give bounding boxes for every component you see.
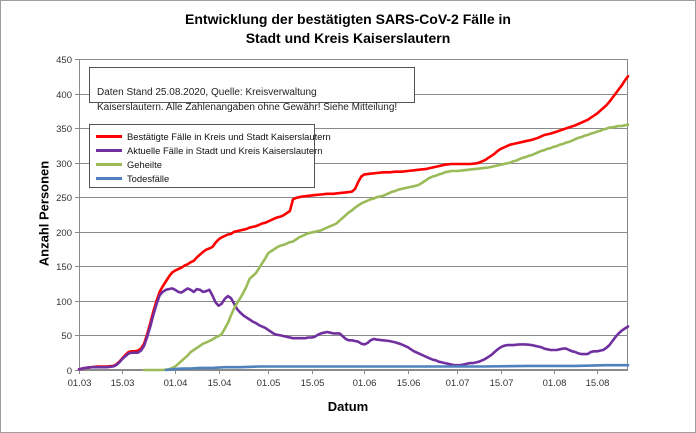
annotation-text: Daten Stand 25.08.2020, Quelle: Kreisver…	[97, 87, 398, 113]
y-tick-label: 250	[56, 193, 72, 204]
series-line	[77, 287, 630, 371]
y-tick-label: 300	[56, 159, 72, 170]
x-tick-label: 01.06	[353, 378, 377, 389]
legend-label: Geheilte	[127, 158, 162, 170]
legend-line-swatch	[96, 148, 122, 152]
y-tick-label: 100	[56, 297, 72, 308]
x-tick-label: 01.04	[164, 378, 188, 389]
y-tick-label: 50	[61, 331, 72, 342]
series-line	[142, 123, 630, 372]
x-tick-label: 01.03	[68, 378, 92, 389]
y-tick-label: 450	[56, 55, 72, 66]
legend-line-swatch	[96, 134, 122, 138]
legend-item: Aktuelle Fälle in Stadt und Kreis Kaiser…	[96, 143, 322, 157]
legend-label: Bestätigte Fälle in Kreis und Stadt Kais…	[127, 130, 331, 142]
y-tick-label: 150	[56, 262, 72, 273]
y-tick-label: 200	[56, 228, 72, 239]
y-tick-label: 0	[67, 366, 72, 377]
legend-item: Todesfälle	[96, 172, 308, 186]
legend-line-swatch	[96, 162, 122, 166]
x-tick-label: 15.04	[208, 378, 232, 389]
x-tick-label: 01.07	[446, 378, 470, 389]
legend-line-swatch	[96, 177, 122, 181]
legend-label: Aktuelle Fälle in Stadt und Kreis Kaiser…	[127, 144, 323, 156]
plot-border	[79, 59, 628, 370]
legend-item: Geheilte	[96, 157, 308, 171]
y-axis-title: Anzahl Personen	[36, 160, 52, 267]
legend-label: Todesfälle	[127, 173, 170, 185]
legend: Bestätigte Fälle in Kreis und Stadt Kais…	[89, 124, 331, 188]
x-tick-label: 15.03	[111, 378, 135, 389]
chart-title: Entwicklung der bestätigten SARS-CoV-2 F…	[185, 11, 511, 46]
legend-item: Bestätigte Fälle in Kreis und Stadt Kais…	[96, 129, 331, 143]
x-tick-label: 15.05	[301, 378, 325, 389]
x-tick-label: 15.08	[586, 378, 610, 389]
series-line	[77, 75, 630, 371]
y-tick-labels: 0 50 100 150 200 250 300 350 400 450	[56, 55, 72, 377]
y-tick-label: 400	[56, 90, 72, 101]
x-tick-label: 15.07	[490, 378, 514, 389]
x-tick-label: 01.08	[543, 378, 567, 389]
annotation-box: Daten Stand 25.08.2020, Quelle: Kreisver…	[89, 67, 415, 113]
x-axis-title: Datum	[327, 399, 369, 414]
x-tick-label: 01.05	[257, 378, 281, 389]
x-tick-label: 15.06	[397, 378, 421, 389]
series-line	[164, 363, 630, 372]
y-tick-label: 350	[56, 124, 72, 135]
x-tick-labels: 01.03 15.03 01.04 15.04 01.05 15.05 01.06 15.06…	[68, 370, 610, 389]
